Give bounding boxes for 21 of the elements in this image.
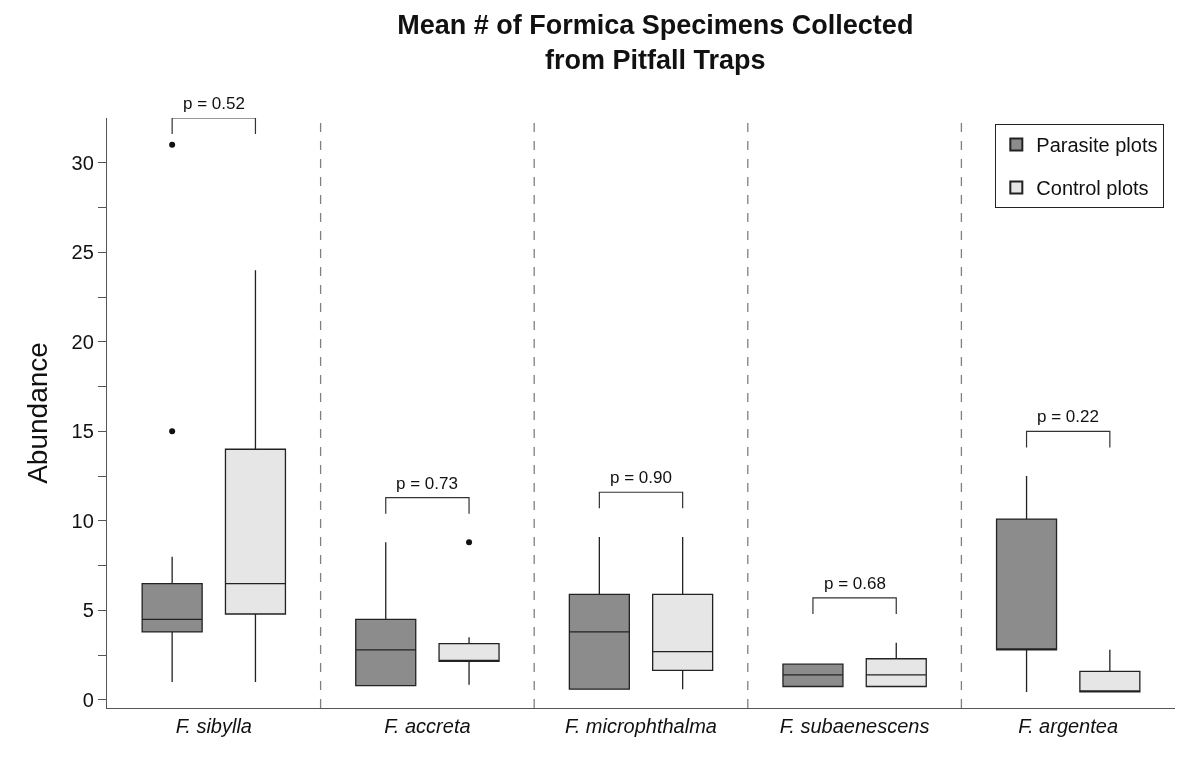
- annotation: p = 0.68: [824, 574, 886, 593]
- y-tick-label: 25: [71, 241, 94, 264]
- x-tick-label: F. sibylla: [175, 715, 252, 738]
- annotation: p = 0.90: [610, 468, 672, 487]
- y-tick-label: 30: [71, 151, 94, 174]
- y-axis-title: Abundance: [22, 342, 54, 484]
- x-tick-label: F. microphthalma: [565, 715, 717, 738]
- legend-label: Control plots: [1036, 177, 1149, 200]
- y-tick-label: 15: [71, 420, 94, 443]
- y-tick-label: 5: [82, 599, 94, 622]
- y-tick-label: 10: [71, 509, 94, 532]
- chart-title: Mean # of Formica Specimens Collected from Pitfall Traps: [397, 10, 914, 76]
- x-tick-label: F. subaenescens: [779, 715, 930, 738]
- annotation: p = 0.22: [1037, 407, 1099, 426]
- text: p = 0.52: [183, 94, 245, 113]
- legend-label: Parasite plots: [1036, 134, 1158, 157]
- y-tick-label: 20: [71, 330, 94, 353]
- annotation: p = 0.73: [396, 474, 458, 493]
- y-tick-label: 0: [82, 688, 94, 711]
- x-tick-label: F. accreta: [384, 715, 471, 738]
- x-tick-label: F. argentea: [1018, 715, 1119, 738]
